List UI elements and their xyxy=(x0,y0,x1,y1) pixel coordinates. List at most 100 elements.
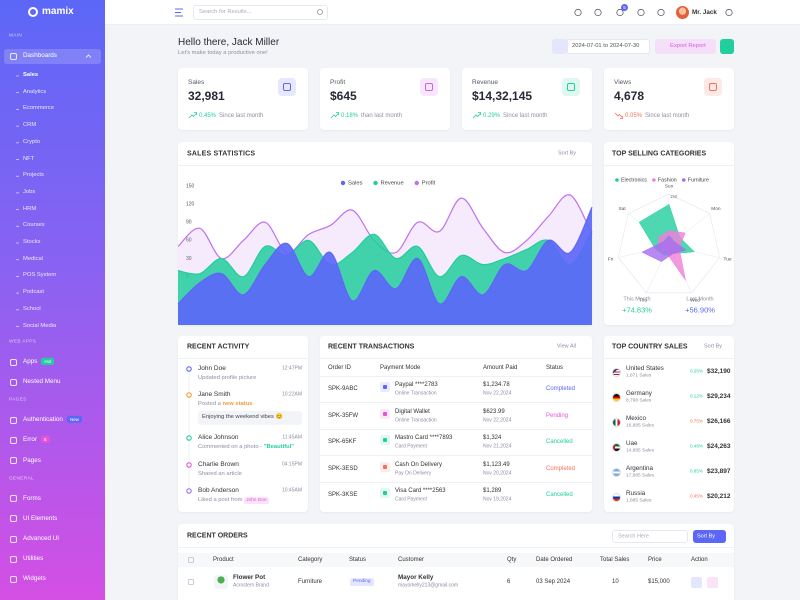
submenu-item[interactable]: Analytics xyxy=(23,88,47,95)
menu-item[interactable]: Forms xyxy=(23,494,41,502)
menu-item[interactable]: Nested Menu xyxy=(23,378,61,386)
checkbox[interactable] xyxy=(188,557,194,563)
menu-item[interactable]: Pages xyxy=(23,456,41,464)
submenu-item[interactable]: POS System xyxy=(23,272,57,279)
submenu-item[interactable]: School xyxy=(23,305,41,312)
flag xyxy=(612,442,621,452)
sort-button[interactable] xyxy=(693,530,726,543)
product-brand: Acrostem Brand xyxy=(233,582,269,589)
month-value: +74.83% xyxy=(622,305,652,315)
menu-item[interactable]: Widgets xyxy=(23,575,46,583)
menu-item[interactable]: Error 8 xyxy=(23,436,50,444)
sort-by[interactable]: Sort By xyxy=(557,150,576,157)
table-header: Category xyxy=(298,557,323,563)
legend-marker xyxy=(340,180,346,186)
header-icon xyxy=(725,8,733,17)
country-change: 0.85% xyxy=(689,468,703,474)
month-value: +56.90% xyxy=(685,305,715,315)
activity-tag: John Doe xyxy=(244,496,269,504)
checkbox[interactable] xyxy=(188,579,194,585)
country-amount: $24,263 xyxy=(707,442,731,450)
price: $15,000 xyxy=(648,579,670,585)
menu-icon xyxy=(10,515,17,523)
search-box[interactable] xyxy=(193,5,328,20)
submenu-item[interactable]: Social Media xyxy=(23,322,57,329)
export-button[interactable] xyxy=(655,39,716,54)
timeline-dot xyxy=(186,366,192,372)
table-header: Payment Mode xyxy=(380,365,421,371)
submenu-item[interactable]: CRM xyxy=(23,122,37,129)
submenu-item[interactable]: HRM xyxy=(23,205,37,212)
country-sales: 14,885 Sales xyxy=(626,448,655,454)
stat-note: Since last month xyxy=(219,113,264,119)
country-amount: $32,190 xyxy=(707,367,731,375)
card-divider xyxy=(178,358,308,359)
card-title: RECENT TRANSACTIONS xyxy=(328,343,415,351)
legend-label: Electronics xyxy=(621,177,647,183)
amount: $623.99 xyxy=(483,408,505,415)
payment-icon-glyph xyxy=(383,464,387,469)
filter-button[interactable] xyxy=(720,39,734,54)
menu-item[interactable]: Apps Hot xyxy=(23,357,55,365)
menu-item[interactable]: Advanced UI xyxy=(23,534,60,542)
stat-icon xyxy=(704,78,722,96)
stat-icon xyxy=(420,78,438,96)
table-header: Date Ordered xyxy=(536,557,573,563)
menu-item[interactable]: UI Elements xyxy=(23,514,58,522)
country-name: Russia xyxy=(626,489,646,497)
legend-label: Furniture xyxy=(688,177,709,183)
payment-icon-glyph xyxy=(383,411,387,416)
section-title: PAGES xyxy=(9,397,27,403)
submenu-item[interactable]: Crypto xyxy=(23,138,41,145)
menu-icon xyxy=(10,535,17,543)
legend-label: Profit xyxy=(422,181,436,187)
search-box[interactable] xyxy=(612,530,688,543)
header-icon xyxy=(637,8,645,17)
avatar[interactable] xyxy=(676,6,689,19)
submenu-item[interactable]: Medical xyxy=(23,255,43,262)
trend-arrow xyxy=(330,112,339,119)
sort-label[interactable]: Sort By xyxy=(697,532,716,539)
submenu-item[interactable]: Ecommerce xyxy=(23,105,54,112)
search-placeholder: Search Here xyxy=(618,532,649,539)
action-view[interactable] xyxy=(691,577,702,588)
card xyxy=(462,68,592,130)
radar-axis-label: Sun xyxy=(665,183,674,189)
area xyxy=(178,207,592,325)
legend-label: Revenue xyxy=(381,181,404,187)
row-divider xyxy=(320,428,592,430)
table-header: Customer xyxy=(398,557,425,563)
table-head-bg xyxy=(178,553,734,567)
header-icon xyxy=(616,8,624,17)
country-amount: $29,234 xyxy=(707,392,731,400)
submenu-item[interactable]: Podcast xyxy=(23,289,44,296)
date-range: 2024-07-01 to 2024-07-30 xyxy=(572,42,640,49)
line xyxy=(177,206,593,305)
trend-arrow xyxy=(472,112,481,119)
payment-icon-glyph xyxy=(383,385,387,389)
menu-item[interactable]: Authentication New xyxy=(23,416,82,424)
card-title: TOP COUNTRY SALES xyxy=(612,343,688,351)
sort-by[interactable]: Sort By xyxy=(703,343,722,350)
action-edit[interactable] xyxy=(707,577,718,588)
submenu-item[interactable]: NFT xyxy=(23,155,35,162)
user-name[interactable]: Mr. Jack xyxy=(692,8,717,16)
submenu-item[interactable]: Projects xyxy=(23,172,44,179)
menu-item[interactable]: Utilities xyxy=(23,555,44,563)
view-all[interactable]: View All xyxy=(556,343,576,350)
radar-axis-label: Thu xyxy=(639,297,648,303)
submenu-item[interactable]: Courses xyxy=(23,222,45,229)
country-name: Mexico xyxy=(626,414,646,422)
submenu-item[interactable]: Stocks xyxy=(23,239,41,246)
payment-mode: Paypal ****2783 xyxy=(395,382,438,388)
country-name: Uae xyxy=(626,439,638,447)
export-label[interactable]: Export Report xyxy=(670,42,706,49)
date-picker[interactable] xyxy=(567,39,650,54)
row-divider xyxy=(320,402,592,403)
menu-item-active[interactable] xyxy=(4,48,101,64)
menu-item[interactable]: Dashboards xyxy=(23,51,57,59)
submenu-item[interactable]: Sales xyxy=(23,72,39,79)
activity-text: Commented on a photo - "Beautiful" xyxy=(198,444,294,451)
submenu-item[interactable]: Jobs xyxy=(23,188,36,195)
